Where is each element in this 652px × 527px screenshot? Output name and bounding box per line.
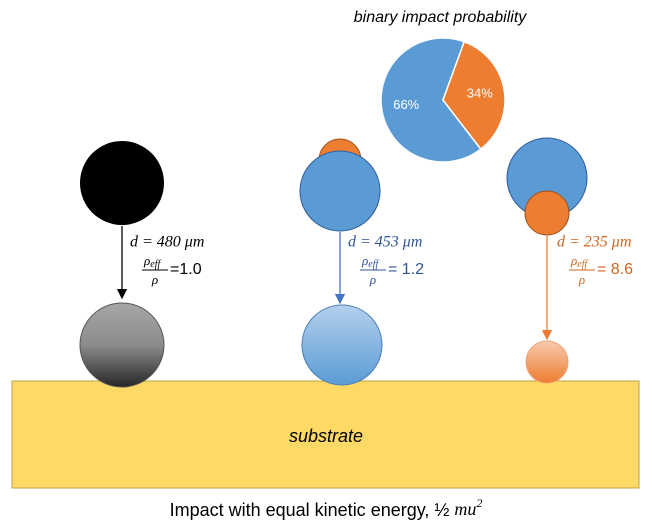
substrate — [11, 380, 640, 489]
caption-exponent: 2 — [476, 496, 482, 510]
caption-math: mu — [454, 499, 476, 519]
diameter-label: d = 235 μm — [557, 234, 631, 251]
rho: ρ — [570, 253, 577, 268]
droplet — [524, 190, 570, 236]
fraction-denominator: ρ — [369, 272, 376, 287]
fraction-numerator: ρeff — [570, 253, 588, 270]
droplet — [301, 304, 383, 386]
rho-subscript: eff — [577, 259, 588, 270]
diameter-label: d = 453 μm — [348, 234, 422, 251]
pie-label: 66% — [393, 97, 419, 112]
fraction-numerator: ρeff — [361, 253, 379, 270]
rho-subscript: eff — [150, 259, 161, 270]
droplet — [525, 340, 569, 384]
ratio-label: = 1.2 — [388, 261, 424, 278]
caption: Impact with equal kinetic energy, ½ mu2 — [170, 496, 483, 520]
droplet — [80, 141, 164, 225]
pie-slice — [380, 37, 482, 163]
pie-title: binary impact probability — [354, 9, 528, 26]
ratio-label: =1.0 — [170, 261, 202, 278]
droplet — [79, 302, 165, 388]
rho-subscript: eff — [368, 259, 379, 270]
rho: ρ — [143, 253, 150, 268]
pie-slice — [442, 40, 506, 151]
rho: ρ — [361, 253, 368, 268]
fraction-denominator: ρ — [151, 272, 158, 287]
caption-text: Impact with equal kinetic energy, ½ — [170, 500, 455, 520]
droplet — [299, 150, 381, 232]
fraction-denominator: ρ — [578, 272, 585, 287]
ratio-label: = 8.6 — [597, 261, 633, 278]
pie-chart: 66% 34% — [380, 37, 506, 163]
pie-label: 34% — [467, 86, 493, 101]
fraction-numerator: ρeff — [143, 253, 161, 270]
substrate-label: substrate — [289, 426, 363, 446]
diameter-label: d = 480 μm — [130, 234, 204, 251]
